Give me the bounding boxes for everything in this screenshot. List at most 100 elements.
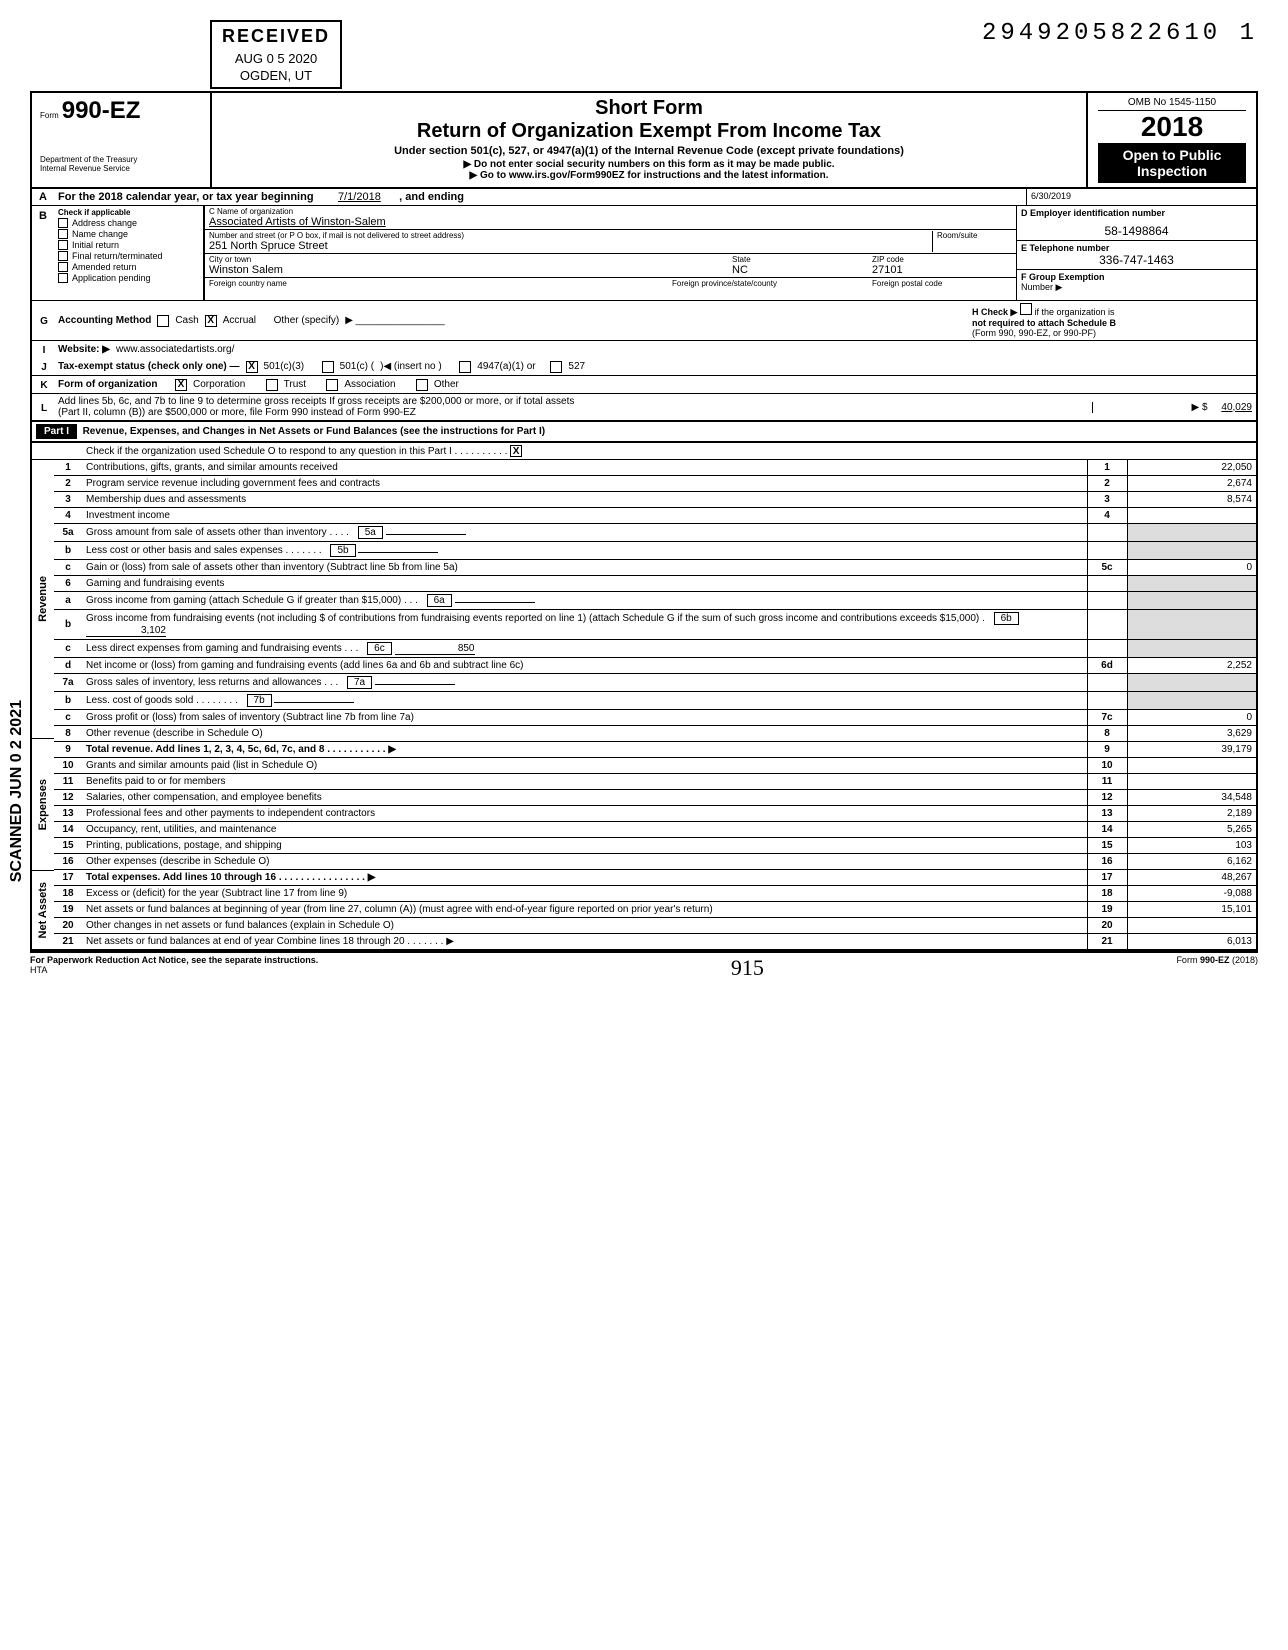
line-6c-desc: Less direct expenses from gaming and fun… (86, 643, 342, 654)
and-ending: , and ending (399, 191, 464, 203)
initial-return-checkbox[interactable] (58, 240, 68, 250)
line-8-desc: Other revenue (describe in Schedule O) (82, 726, 1087, 742)
line-15-amt: 103 (1127, 838, 1257, 854)
line-1-amt: 22,050 (1127, 460, 1257, 476)
sub-6c-amt: 850 (395, 643, 475, 655)
cb-4: Amended return (72, 262, 137, 272)
row-l: L Add lines 5b, 6c, and 7b to line 9 to … (30, 394, 1258, 422)
org-name: Associated Artists of Winston-Salem (209, 216, 1012, 228)
netassets-side-label: Net Assets (37, 878, 49, 942)
other-specify-label: Other (specify) (274, 315, 340, 326)
h-not: not required to attach Schedule B (972, 318, 1116, 328)
cb-2: Initial return (72, 240, 119, 250)
open-to-public: Open to Public (1100, 147, 1244, 163)
line-19-desc: Net assets or fund balances at beginning… (82, 902, 1087, 918)
trust-checkbox[interactable] (266, 379, 278, 391)
line-9-desc: Total revenue. Add lines 1, 2, 3, 4, 5c,… (86, 744, 324, 755)
line-5a-desc: Gross amount from sale of assets other t… (86, 527, 327, 538)
main-title: Return of Organization Exempt From Incom… (220, 120, 1078, 143)
row-k: K Form of organization XCorporation Trus… (30, 376, 1258, 394)
501c3-checkbox[interactable]: X (246, 361, 258, 373)
cash-label: Cash (175, 315, 198, 326)
line-4-amt (1127, 508, 1257, 524)
cash-checkbox[interactable] (157, 315, 169, 327)
line-1-desc: Contributions, gifts, grants, and simila… (82, 460, 1087, 476)
sub-6a: 6a (427, 594, 452, 607)
irs-label: Internal Revenue Service (40, 164, 202, 173)
foreign-country-label: Foreign country name (209, 279, 672, 288)
room-label: Room/suite (937, 231, 1012, 240)
hta-label: HTA (30, 965, 47, 975)
line-3-desc: Membership dues and assessments (82, 492, 1087, 508)
line-8-amt: 3,629 (1127, 726, 1257, 742)
top-row: RECEIVED AUG 0 5 2020 OGDEN, UT 29492058… (30, 20, 1258, 89)
lines-table: 1Contributions, gifts, grants, and simil… (54, 460, 1258, 951)
line-9-amt: 39,179 (1127, 742, 1257, 758)
4947-checkbox[interactable] (459, 361, 471, 373)
warn-note: Do not enter social security numbers on … (474, 159, 835, 170)
sub-5a-amt (386, 534, 466, 535)
tax-year-begin: 7/1/2018 (338, 191, 381, 203)
part1-label: Part I (36, 424, 77, 439)
line-20-desc: Other changes in net assets or fund bala… (82, 918, 1087, 934)
sub-7b-amt (274, 702, 354, 703)
org-state: NC (732, 264, 872, 276)
cb-3: Final return/terminated (72, 251, 163, 261)
part1-schedule-o-checkbox[interactable]: X (510, 445, 522, 457)
trust-label: Trust (284, 379, 306, 390)
short-form-title: Short Form (220, 97, 1078, 120)
website-label: Website: ▶ (58, 344, 110, 355)
sub-5b-amt (358, 552, 438, 553)
tax-year-end: 6/30/2019 (1026, 189, 1256, 205)
k-label: Form of organization (58, 379, 157, 390)
cb-0: Address change (72, 218, 137, 228)
phone-value: 336-747-1463 (1021, 253, 1252, 267)
527-checkbox[interactable] (550, 361, 562, 373)
line-4-desc: Investment income (82, 508, 1087, 524)
line-2-desc: Program service revenue including govern… (82, 476, 1087, 492)
address-change-checkbox[interactable] (58, 218, 68, 228)
h-checkbox[interactable] (1020, 303, 1032, 315)
line-14-amt: 5,265 (1127, 822, 1257, 838)
application-pending-checkbox[interactable] (58, 273, 68, 283)
expenses-side-label: Expenses (37, 775, 49, 834)
final-return-checkbox[interactable] (58, 251, 68, 261)
part1-check-text: Check if the organization used Schedule … (86, 446, 452, 457)
dept-label: Department of the Treasury (40, 155, 202, 164)
zip-label: ZIP code (872, 255, 1012, 264)
received-stamp: RECEIVED AUG 0 5 2020 OGDEN, UT (210, 20, 342, 89)
line-18-amt: -9,088 (1127, 886, 1257, 902)
row-g: G Accounting Method Cash XAccrual Other … (30, 301, 1258, 341)
other-org-checkbox[interactable] (416, 379, 428, 391)
corp-checkbox[interactable]: X (175, 379, 187, 391)
scanned-stamp: SCANNED JUN 0 2 2021 (8, 700, 26, 882)
check-header: Check if applicable (58, 208, 199, 217)
line-6d-desc: Net income or (loss) from gaming and fun… (82, 658, 1087, 674)
row-a-label: For the 2018 calendar year, or tax year … (58, 191, 314, 203)
assoc-checkbox[interactable] (326, 379, 338, 391)
line-14-desc: Occupancy, rent, utilities, and maintena… (82, 822, 1087, 838)
handwritten-number: 915 (731, 955, 764, 981)
addr-label: Number and street (or P O box, if mail i… (209, 231, 932, 240)
line-7a-desc: Gross sales of inventory, less returns a… (86, 677, 321, 688)
footer: For Paperwork Reduction Act Notice, see … (30, 951, 1258, 981)
insert-no-label: )◀ (insert no ) (380, 361, 442, 372)
form-header: Form 990-EZ Department of the Treasury I… (30, 91, 1258, 189)
h-label: H Check ▶ (972, 307, 1017, 317)
f-number-label: Number ▶ (1021, 282, 1252, 293)
name-change-checkbox[interactable] (58, 229, 68, 239)
line-15-desc: Printing, publications, postage, and shi… (82, 838, 1087, 854)
line-3-amt: 8,574 (1127, 492, 1257, 508)
line-10-amt (1127, 758, 1257, 774)
line-20-amt (1127, 918, 1257, 934)
form-ref: Form 990-EZ (2018) (1176, 955, 1258, 981)
accrual-label: Accrual (223, 315, 256, 326)
foreign-postal-label: Foreign postal code (872, 279, 1012, 288)
sub-6b: 6b (994, 612, 1019, 625)
amended-return-checkbox[interactable] (58, 262, 68, 272)
d-label: D Employer identification number (1021, 208, 1252, 218)
inspection-label: Inspection (1100, 163, 1244, 179)
accrual-checkbox[interactable]: X (205, 315, 217, 327)
501c-checkbox[interactable] (322, 361, 334, 373)
org-c-label: C Name of organization (209, 207, 1012, 216)
